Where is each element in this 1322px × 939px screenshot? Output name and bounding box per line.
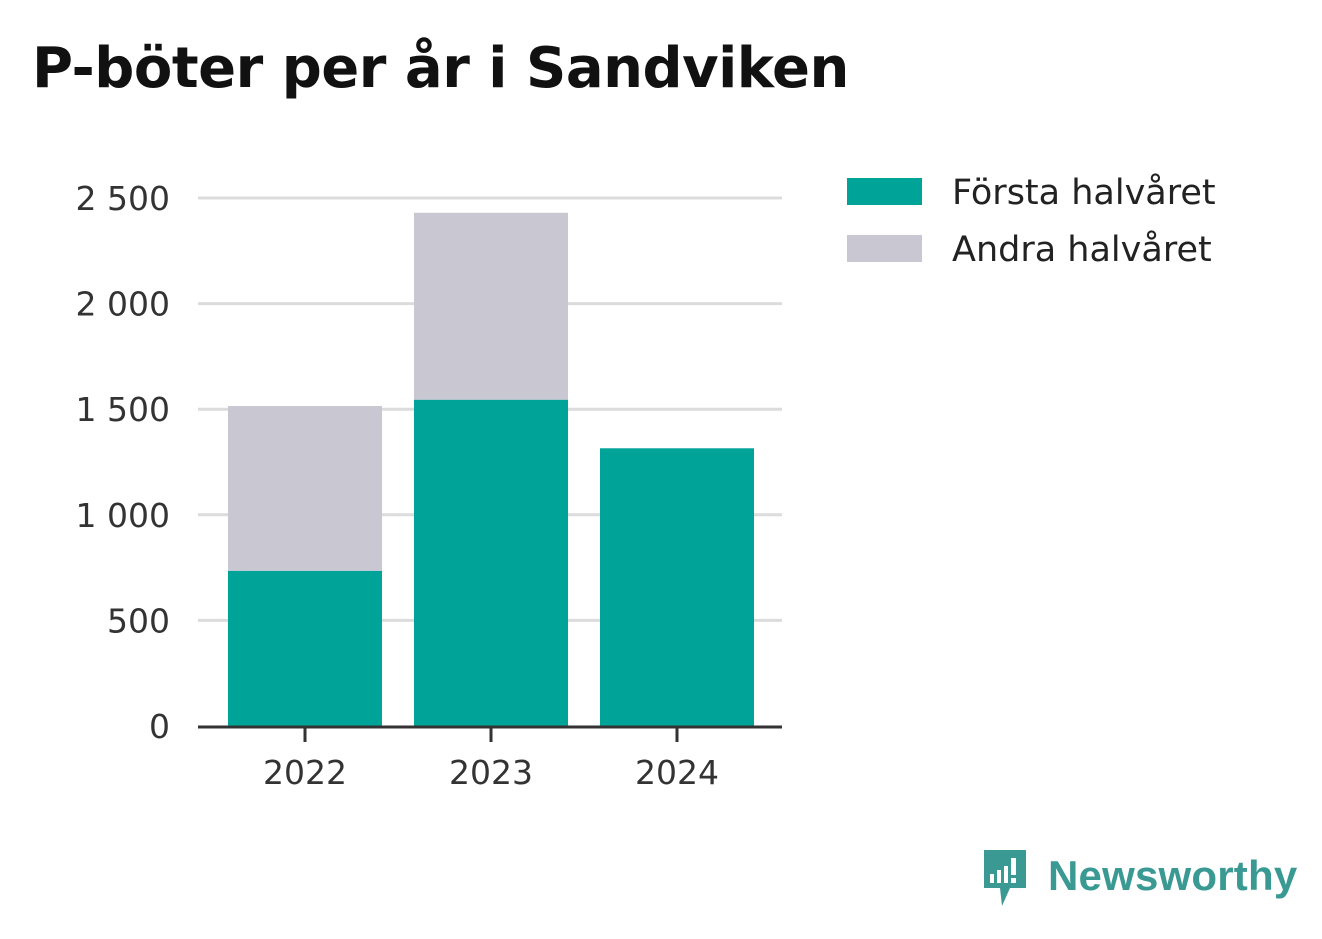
y-axis-tick-labels: 0 500 1 000 1 500 2 000 2 500 <box>76 179 170 746</box>
x-axis-ticks: 2022 2023 2024 <box>263 726 719 792</box>
legend-label: Första halvåret <box>952 172 1216 213</box>
chart-title: P-böter per år i Sandviken <box>32 36 849 101</box>
x-tick-label: 2024 <box>635 753 719 792</box>
chart-bubble-icon <box>984 850 1026 906</box>
x-tick-label: 2023 <box>449 753 533 792</box>
brand-name: Newsworthy <box>1048 852 1298 899</box>
y-tick-label: 0 <box>149 707 170 746</box>
y-tick-label: 1 500 <box>76 390 170 429</box>
bar-2022-series-0 <box>228 570 382 726</box>
x-tick-label: 2022 <box>263 753 347 792</box>
y-tick-label: 2 500 <box>76 179 170 218</box>
legend-swatch <box>847 178 922 205</box>
y-tick-label: 2 000 <box>76 285 170 324</box>
legend-label: Andra halvåret <box>952 229 1212 270</box>
bar-2023-series-0 <box>414 399 568 726</box>
bar-2024-series-0 <box>600 448 754 726</box>
y-tick-label: 500 <box>107 601 170 640</box>
y-tick-label: 1 000 <box>76 496 170 535</box>
bars <box>228 212 754 726</box>
legend: Första halvåret Andra halvåret <box>847 172 1216 270</box>
bar-2023-series-1 <box>414 212 568 400</box>
legend-swatch <box>847 235 922 262</box>
bar-2022-series-1 <box>228 406 382 571</box>
newsworthy-logo: Newsworthy <box>980 848 1300 912</box>
